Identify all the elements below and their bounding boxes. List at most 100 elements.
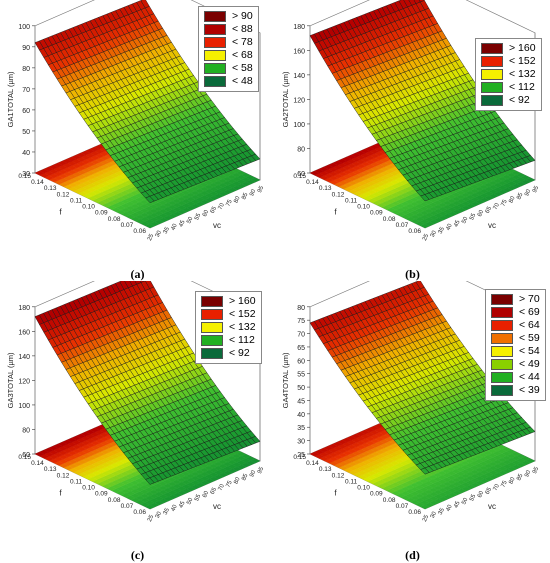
- legend-swatch-c-3: [201, 335, 223, 346]
- vc-tick-label-a-1: 30: [155, 229, 164, 238]
- vc-tick-label-a-3: 40: [171, 222, 180, 231]
- vc-tick-label-c-3: 40: [171, 503, 180, 512]
- legend-label-a-5: < 48: [232, 75, 253, 88]
- legend-swatch-b-3: [481, 82, 503, 93]
- f-tick-label-d-7: 0.08: [383, 497, 396, 504]
- vc-tick-label-b-8: 65: [485, 205, 494, 214]
- vc-axis-label-d: vc: [488, 502, 496, 511]
- legend-swatch-d-5: [491, 359, 513, 370]
- z-tick-label-d-9: 35: [297, 425, 305, 432]
- legend-swatch-d-7: [491, 385, 513, 396]
- f-tick-label-d-0: 0.15: [293, 454, 306, 461]
- z-tick-label-c-4: 100: [18, 403, 30, 410]
- legend-item-d-2: < 64: [491, 319, 540, 332]
- z-tick-label-d-2: 70: [297, 332, 305, 339]
- legend-swatch-a-0: [204, 11, 226, 22]
- vc-tick-label-c-7: 60: [202, 490, 211, 499]
- f-tick-label-a-6: 0.09: [95, 210, 108, 217]
- f-tick-label-b-9: 0.06: [408, 228, 421, 235]
- legend-a: > 90< 88< 78< 68< 58< 48: [198, 6, 259, 92]
- legend-swatch-c-2: [201, 322, 223, 333]
- legend-item-c-4: < 92: [201, 347, 256, 360]
- legend-item-a-5: < 48: [204, 75, 253, 88]
- legend-swatch-d-0: [491, 294, 513, 305]
- vc-tick-label-d-11: 80: [508, 476, 517, 485]
- vc-tick-label-d-3: 40: [446, 503, 455, 512]
- vc-tick-label-d-1: 30: [430, 510, 439, 519]
- legend-item-d-7: < 39: [491, 384, 540, 397]
- vc-tick-label-b-5: 50: [461, 216, 470, 225]
- z-tick-label-d-8: 40: [297, 412, 305, 419]
- vc-tick-label-a-12: 85: [241, 192, 250, 201]
- f-tick-label-b-8: 0.07: [396, 222, 409, 229]
- f-tick-label-b-0: 0.15: [293, 173, 306, 180]
- vc-tick-label-b-11: 80: [508, 195, 517, 204]
- f-tick-label-c-0: 0.15: [18, 454, 31, 461]
- vc-tick-label-c-6: 55: [194, 493, 203, 502]
- vc-axis-label-c: vc: [213, 502, 221, 511]
- legend-label-d-1: < 69: [519, 306, 540, 319]
- vc-tick-label-b-0: 25: [422, 233, 431, 242]
- z-tick-label-c-3: 120: [18, 378, 30, 385]
- f-tick-label-b-3: 0.12: [332, 191, 345, 198]
- legend-item-b-1: < 152: [481, 55, 536, 68]
- vc-tick-label-c-10: 75: [226, 479, 235, 488]
- f-tick-label-d-8: 0.07: [396, 503, 409, 510]
- legend-item-c-3: < 112: [201, 334, 256, 347]
- f-tick-label-b-5: 0.10: [357, 204, 370, 211]
- vc-tick-label-c-12: 85: [241, 473, 250, 482]
- legend-label-a-0: > 90: [232, 10, 253, 23]
- legend-item-c-1: < 152: [201, 308, 256, 321]
- f-tick-label-c-5: 0.10: [82, 485, 95, 492]
- legend-label-b-1: < 152: [509, 55, 536, 68]
- vc-tick-label-a-6: 55: [194, 212, 203, 221]
- f-tick-label-d-1: 0.14: [306, 460, 319, 467]
- vc-tick-label-c-11: 80: [233, 476, 242, 485]
- vc-tick-label-a-2: 35: [163, 226, 172, 235]
- legend-swatch-d-3: [491, 333, 513, 344]
- vc-tick-label-c-2: 35: [163, 507, 172, 516]
- legend-item-b-2: < 132: [481, 68, 536, 81]
- z-tick-label-a-1: 90: [22, 45, 30, 52]
- legend-swatch-d-6: [491, 372, 513, 383]
- z-tick-label-b-1: 160: [293, 48, 305, 55]
- f-tick-label-d-9: 0.06: [408, 509, 421, 516]
- legend-label-c-4: < 92: [229, 347, 250, 360]
- f-tick-label-a-5: 0.10: [82, 204, 95, 211]
- z-tick-label-c-5: 80: [22, 427, 30, 434]
- z-tick-label-c-1: 160: [18, 329, 30, 336]
- f-tick-label-a-0: 0.15: [18, 173, 31, 180]
- legend-swatch-d-1: [491, 307, 513, 318]
- legend-c: > 160< 152< 132< 112< 92: [195, 291, 262, 364]
- vc-tick-label-d-10: 75: [501, 479, 510, 488]
- legend-item-d-6: < 44: [491, 371, 540, 384]
- f-tick-label-c-9: 0.06: [133, 509, 146, 516]
- vc-tick-label-d-13: 90: [524, 469, 533, 478]
- vc-tick-label-b-12: 85: [516, 192, 525, 201]
- f-tick-label-a-8: 0.07: [121, 222, 134, 229]
- vc-tick-label-b-2: 35: [438, 226, 447, 235]
- z-tick-label-c-0: 180: [18, 305, 30, 312]
- legend-item-d-0: > 70: [491, 293, 540, 306]
- f-tick-label-c-8: 0.07: [121, 503, 134, 510]
- f-tick-label-a-7: 0.08: [108, 216, 121, 223]
- vc-tick-label-d-4: 45: [453, 500, 462, 509]
- z-axis-label-a: GA1TOTAL (µm): [6, 71, 15, 127]
- f-tick-label-a-2: 0.13: [44, 185, 57, 192]
- f-axis-label-c: f: [59, 489, 62, 498]
- f-tick-label-c-7: 0.08: [108, 497, 121, 504]
- z-tick-label-d-7: 45: [297, 398, 305, 405]
- legend-item-d-5: < 49: [491, 358, 540, 371]
- vc-tick-label-c-1: 30: [155, 510, 164, 519]
- legend-swatch-b-2: [481, 69, 503, 80]
- vc-tick-label-d-9: 70: [493, 483, 502, 492]
- legend-label-d-6: < 44: [519, 371, 540, 384]
- legend-swatch-b-1: [481, 56, 503, 67]
- vc-tick-label-b-6: 55: [469, 212, 478, 221]
- z-axis-label-c: GA3TOTAL (µm): [6, 352, 15, 408]
- legend-item-d-3: < 59: [491, 332, 540, 345]
- vc-tick-label-d-14: 95: [532, 466, 541, 475]
